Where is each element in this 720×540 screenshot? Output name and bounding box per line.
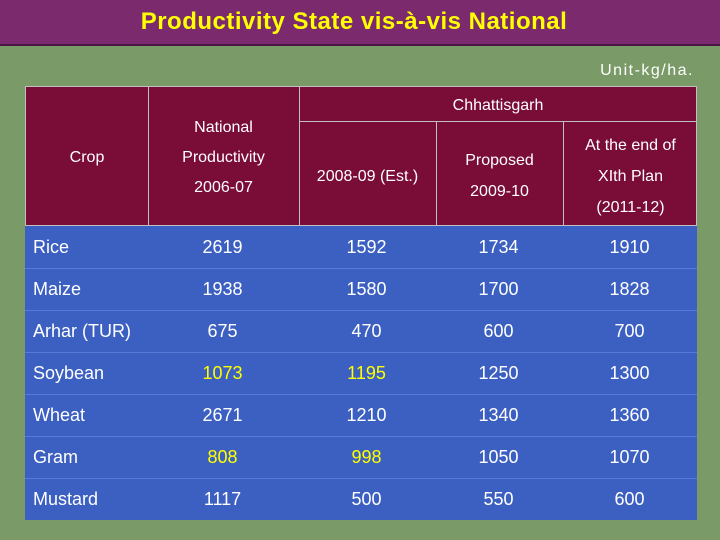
table-row: Gram 808 998 1050 1070 <box>25 436 697 478</box>
header-divider <box>299 87 300 227</box>
cell-plan: 700 <box>614 321 645 341</box>
cell-crop: Wheat <box>33 405 86 425</box>
cell-national: 675 <box>207 321 238 341</box>
cell-crop: Mustard <box>33 489 99 509</box>
cell-proposed: 600 <box>483 321 514 341</box>
table-row: Arhar (TUR) 675 470 600 700 <box>25 310 697 352</box>
cell-est: 500 <box>351 489 382 509</box>
header-proposed-line1: Proposed <box>465 152 534 169</box>
header-plan-line3: (2011-12) <box>596 199 665 216</box>
table-header: Crop National Productivity 2006-07 Chhat… <box>25 86 697 227</box>
cell-national: 2671 <box>202 405 243 425</box>
cell-national: 2619 <box>202 237 243 257</box>
title-bar: Productivity State vis-à-vis National <box>0 0 720 46</box>
header-divider <box>563 121 564 227</box>
cell-crop: Soybean <box>33 363 105 383</box>
row-divider <box>25 310 697 311</box>
cell-proposed: 1250 <box>478 363 519 383</box>
cell-est: 1195 <box>347 363 386 383</box>
cell-est: 470 <box>351 321 382 341</box>
table-row: Rice 2619 1592 1734 1910 <box>25 226 697 268</box>
table-row: Wheat 2671 1210 1340 1360 <box>25 394 697 436</box>
table-row: Soybean 1073 1195 1250 1300 <box>25 352 697 394</box>
header-est: 2008-09 (Est.) <box>316 168 419 185</box>
cell-plan: 1828 <box>609 279 650 299</box>
unit-label: Unit-kg/ha. <box>600 62 694 79</box>
cell-est: 1580 <box>346 279 387 299</box>
table-row: Mustard 1117 500 550 600 <box>25 478 697 520</box>
cell-crop: Maize <box>33 279 82 299</box>
header-chhattisgarh: Chhattisgarh <box>452 97 544 114</box>
row-divider <box>25 352 697 353</box>
cell-proposed: 1050 <box>478 447 519 467</box>
cell-crop: Rice <box>33 237 70 257</box>
header-national-line2: Productivity <box>182 149 265 166</box>
row-divider <box>25 394 697 395</box>
header-divider <box>299 121 697 122</box>
cell-national: 1073 <box>202 363 243 383</box>
header-national-line1: National <box>194 119 253 136</box>
row-divider <box>25 436 697 437</box>
cell-national: 808 <box>207 447 238 467</box>
cell-crop: Gram <box>33 447 78 467</box>
cell-plan: 1300 <box>609 363 650 383</box>
cell-plan: 1070 <box>609 447 650 467</box>
cell-proposed: 550 <box>483 489 514 509</box>
header-proposed-line2: 2009-10 <box>470 183 529 200</box>
cell-plan: 1360 <box>609 405 650 425</box>
cell-est: 1210 <box>346 405 387 425</box>
header-plan-line2: XIth Plan <box>598 168 663 185</box>
cell-est: 998 <box>351 447 382 467</box>
cell-proposed: 1340 <box>478 405 519 425</box>
cell-proposed: 1734 <box>478 237 519 257</box>
cell-national: 1117 <box>203 489 242 509</box>
header-national-line3: 2006-07 <box>194 179 253 196</box>
cell-proposed: 1700 <box>478 279 519 299</box>
cell-plan: 1910 <box>609 237 650 257</box>
cell-national: 1938 <box>202 279 243 299</box>
cell-plan: 600 <box>614 489 645 509</box>
header-crop: Crop <box>69 149 105 166</box>
page-title: Productivity State vis-à-vis National <box>140 8 568 35</box>
header-plan-line1: At the end of <box>585 137 676 154</box>
header-divider <box>148 87 149 227</box>
table-body: Rice 2619 1592 1734 1910 Maize 1938 1580 1700 182… <box>25 226 697 520</box>
row-divider <box>25 268 697 269</box>
row-divider <box>25 478 697 479</box>
cell-est: 1592 <box>346 237 387 257</box>
header-divider <box>436 121 437 227</box>
table-row: Maize 1938 1580 1700 1828 <box>25 268 697 310</box>
cell-crop: Arhar (TUR) <box>33 321 131 341</box>
